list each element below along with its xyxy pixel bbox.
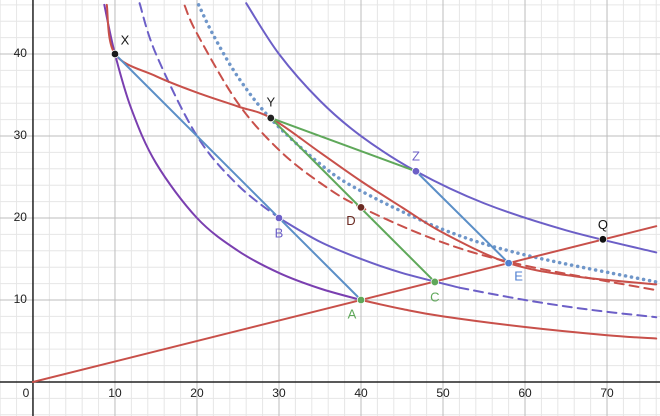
point bbox=[356, 203, 366, 212]
point bbox=[274, 213, 284, 223]
point bbox=[504, 258, 513, 268]
y-tick-label: 40 bbox=[14, 46, 28, 60]
x-tick-label: 10 bbox=[108, 386, 122, 400]
curve bbox=[458, 286, 658, 319]
curve bbox=[414, 170, 510, 265]
x-tick-label: 40 bbox=[354, 386, 368, 400]
point-label: B bbox=[275, 225, 284, 240]
point bbox=[430, 277, 440, 287]
tick-labels: 0 10 20 30 40 50 60 70 10 20 30 40 bbox=[14, 46, 614, 400]
y-tick-label: 10 bbox=[14, 292, 28, 306]
point-label: Y bbox=[266, 94, 275, 109]
point-label: E bbox=[514, 269, 523, 284]
y-tick-label: 20 bbox=[14, 210, 28, 224]
y-tick-label: 30 bbox=[14, 128, 28, 142]
point-label: Q bbox=[598, 217, 608, 232]
points: X Y Z B D A C E Q bbox=[110, 32, 608, 321]
x-tick-label: 0 bbox=[23, 386, 30, 400]
point-label: C bbox=[430, 289, 439, 304]
curve bbox=[245, 2, 658, 254]
point bbox=[411, 167, 421, 176]
curve bbox=[113, 53, 362, 301]
point-label: A bbox=[348, 306, 357, 321]
curve bbox=[277, 217, 461, 289]
curve bbox=[105, 3, 658, 286]
point bbox=[266, 113, 275, 123]
curves bbox=[31, 2, 658, 383]
curve bbox=[31, 225, 658, 383]
curve bbox=[269, 116, 417, 173]
point bbox=[356, 295, 366, 305]
point-label: X bbox=[121, 32, 130, 47]
curve bbox=[269, 116, 436, 283]
curve bbox=[138, 2, 280, 220]
point-label: Z bbox=[412, 149, 420, 164]
x-tick-label: 30 bbox=[272, 386, 286, 400]
curve bbox=[103, 3, 362, 301]
curve bbox=[196, 3, 658, 284]
x-tick-label: 50 bbox=[436, 386, 450, 400]
x-tick-label: 70 bbox=[600, 386, 614, 400]
x-tick-label: 20 bbox=[190, 386, 204, 400]
point bbox=[110, 49, 120, 59]
x-tick-label: 60 bbox=[518, 386, 532, 400]
curve bbox=[183, 4, 658, 292]
point bbox=[598, 235, 608, 244]
curve bbox=[359, 298, 658, 340]
point-label: D bbox=[346, 213, 355, 228]
